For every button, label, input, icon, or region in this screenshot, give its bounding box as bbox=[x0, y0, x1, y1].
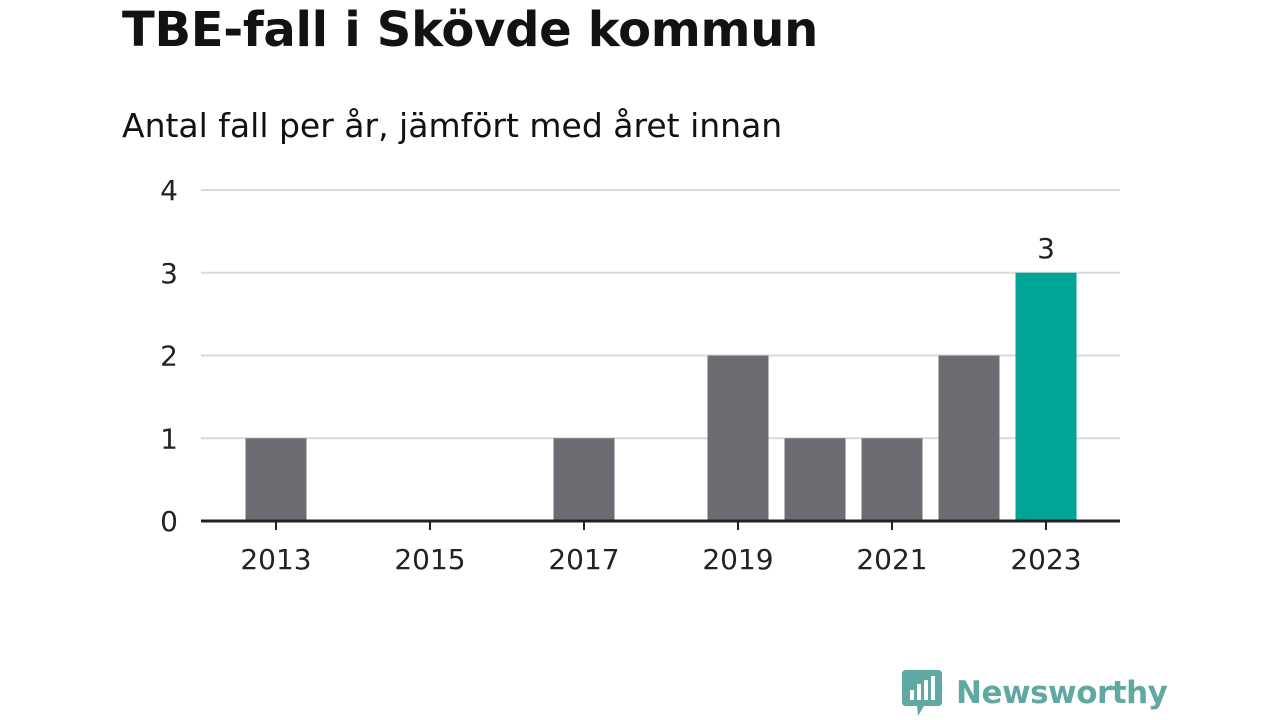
chart-title: TBE-fall i Skövde kommun bbox=[122, 2, 818, 58]
x-tick-label: 2013 bbox=[240, 543, 311, 576]
y-tick-label: 4 bbox=[160, 174, 178, 207]
newsworthy-brand: Newsworthy bbox=[902, 670, 1168, 716]
bar-chart: 0 1 2 3 4 2013 2015 2017 2019 2021 2023 3 bbox=[160, 174, 1120, 576]
y-tick-label: 1 bbox=[160, 422, 178, 455]
x-axis-ticks: 2013 2015 2017 2019 2021 2023 bbox=[240, 521, 1082, 576]
bar-2021 bbox=[861, 438, 923, 521]
data-label: 3 bbox=[1037, 232, 1055, 265]
bar-2017 bbox=[553, 438, 615, 521]
y-tick-label: 0 bbox=[160, 505, 178, 538]
bars bbox=[245, 272, 1077, 521]
x-tick-label: 2015 bbox=[394, 543, 465, 576]
data-labels: 3 bbox=[1037, 232, 1055, 265]
x-tick-label: 2019 bbox=[702, 543, 773, 576]
newsworthy-logo-icon bbox=[902, 670, 942, 716]
y-axis-ticks: 0 1 2 3 4 bbox=[160, 174, 178, 538]
chart-subtitle: Antal fall per år, jämfört med året inna… bbox=[122, 106, 783, 145]
x-tick-label: 2021 bbox=[856, 543, 927, 576]
y-tick-label: 2 bbox=[160, 340, 178, 373]
x-tick-label: 2023 bbox=[1010, 543, 1081, 576]
bar-2019 bbox=[707, 355, 769, 521]
brand-name: Newsworthy bbox=[956, 675, 1168, 711]
y-tick-label: 3 bbox=[160, 257, 178, 290]
bar-2023 bbox=[1015, 272, 1077, 521]
x-tick-label: 2017 bbox=[548, 543, 619, 576]
bar-2020 bbox=[784, 438, 846, 521]
bar-2013 bbox=[245, 438, 307, 521]
bar-2022 bbox=[938, 355, 1000, 521]
